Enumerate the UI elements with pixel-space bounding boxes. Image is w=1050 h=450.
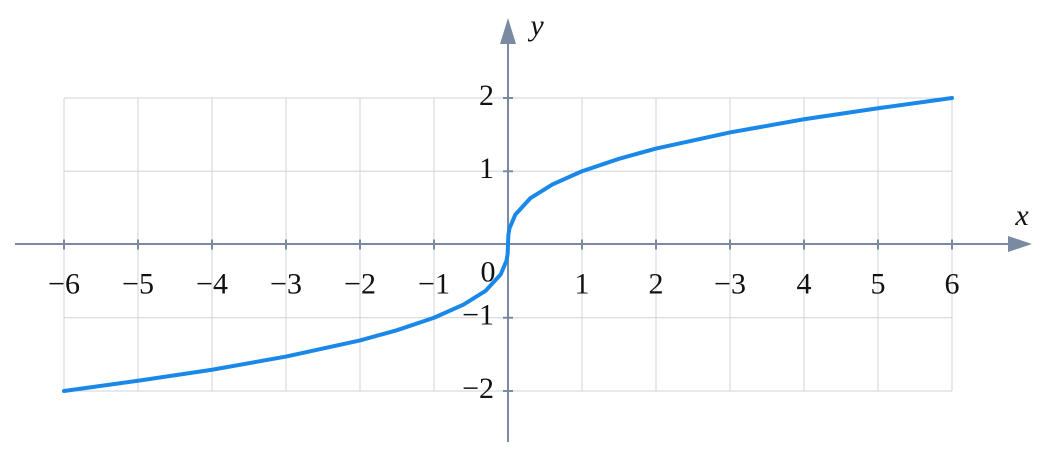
y-axis-arrow bbox=[500, 18, 516, 44]
line-series bbox=[62, 96, 954, 393]
y-tick-label: 1 bbox=[479, 152, 494, 185]
x-tick-label: 6 bbox=[945, 267, 960, 300]
x-tick-label: −6 bbox=[48, 267, 80, 300]
x-tick-label: −3 bbox=[714, 267, 746, 300]
x-tick-label: 1 bbox=[575, 267, 590, 300]
x-tick-label: −2 bbox=[344, 267, 376, 300]
x-axis-arrow bbox=[1008, 236, 1032, 252]
x-tick-label: −4 bbox=[196, 267, 228, 300]
x-tick-label: 0 bbox=[481, 255, 496, 288]
x-axis-label: x bbox=[1014, 199, 1029, 232]
x-tick-label: −1 bbox=[418, 267, 450, 300]
y-axis-label: y bbox=[527, 9, 544, 42]
x-tick-label: −5 bbox=[122, 267, 154, 300]
y-tick-label: 2 bbox=[479, 79, 494, 112]
x-tick-label: 4 bbox=[797, 267, 812, 300]
x-tick-label: −3 bbox=[270, 267, 302, 300]
x-tick-label: 2 bbox=[649, 267, 664, 300]
y-tick-label: −2 bbox=[462, 372, 494, 405]
x-tick-label: 5 bbox=[871, 267, 886, 300]
